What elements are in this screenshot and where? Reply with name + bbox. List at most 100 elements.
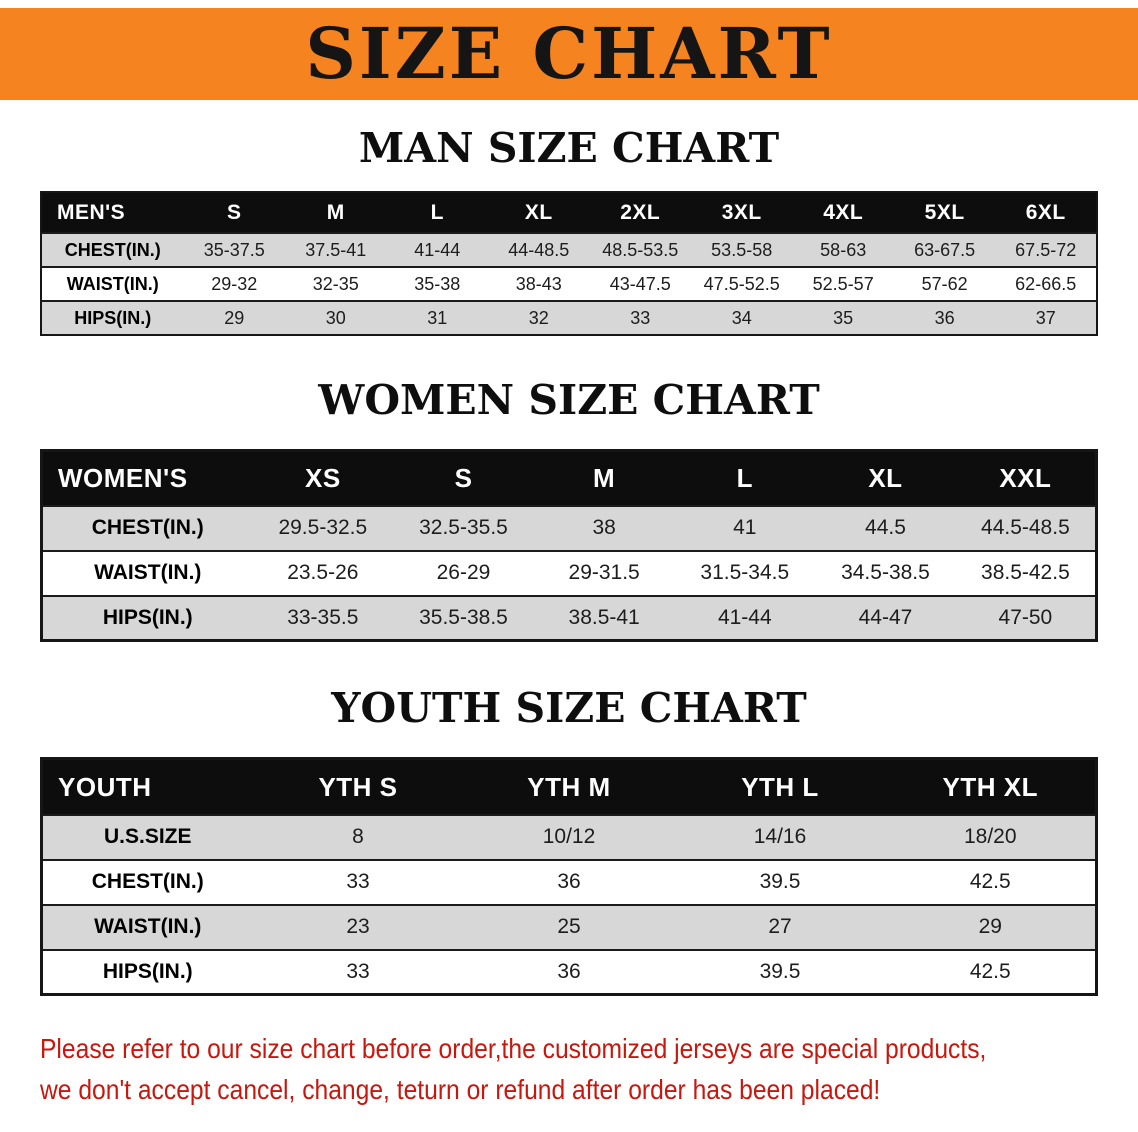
men-size-value: 37.5-41 xyxy=(285,233,387,268)
youth-size-value: 25 xyxy=(463,904,675,950)
women-section: WOMEN SIZE CHART WOMEN'S XS S M L XL XXL CHEST(… xyxy=(0,376,1138,643)
youth-table-row: U.S.SIZE 8 10/12 14/16 18/20 xyxy=(41,814,1097,860)
women-size-column-header: XS xyxy=(252,450,394,506)
youth-size-column-header: YTH XL xyxy=(885,758,1097,815)
women-size-value: 32.5-35.5 xyxy=(393,505,534,551)
women-size-column-header: L xyxy=(674,450,816,506)
women-size-value: 29-31.5 xyxy=(533,550,675,596)
men-size-value: 57-62 xyxy=(893,267,996,302)
youth-header-row: YOUTH YTH S YTH M YTH L YTH XL xyxy=(41,758,1097,815)
youth-size-table: YOUTH YTH S YTH M YTH L YTH XL U.S.SIZE 8 10/12… xyxy=(40,757,1098,997)
women-size-value: 38 xyxy=(533,505,675,551)
youth-size-value: 39.5 xyxy=(674,859,886,905)
women-header-row: WOMEN'S XS S M L XL XXL xyxy=(41,450,1097,506)
men-row-label: HIPS(IN.) xyxy=(41,301,184,336)
women-size-value: 35.5-38.5 xyxy=(393,595,534,641)
men-size-value: 30 xyxy=(285,301,387,336)
youth-size-column-header: YTH L xyxy=(674,758,886,815)
men-size-value: 32-35 xyxy=(285,267,387,302)
women-section-heading: WOMEN SIZE CHART xyxy=(318,376,820,425)
men-size-column-header: M xyxy=(285,192,387,234)
youth-row-label: HIPS(IN.) xyxy=(41,949,253,995)
women-table-row: WAIST(IN.) 23.5-26 26-29 29-31.5 31.5-34.5 34… xyxy=(41,550,1097,596)
women-size-column-header: M xyxy=(533,450,675,506)
men-size-value: 47.5-52.5 xyxy=(690,267,793,302)
youth-size-value: 8 xyxy=(252,814,464,860)
youth-row-label: CHEST(IN.) xyxy=(41,859,253,905)
women-size-column-header: XXL xyxy=(955,450,1097,506)
women-table-corner-label: WOMEN'S xyxy=(41,450,253,506)
women-size-value: 29.5-32.5 xyxy=(252,505,394,551)
men-size-column-header: 5XL xyxy=(893,192,996,234)
men-size-value: 67.5-72 xyxy=(995,233,1097,268)
youth-size-value: 27 xyxy=(674,904,886,950)
men-size-column-header: 3XL xyxy=(690,192,793,234)
women-size-column-header: XL xyxy=(815,450,956,506)
men-size-column-header: XL xyxy=(488,192,590,234)
women-table-row: CHEST(IN.) 29.5-32.5 32.5-35.5 38 41 44.5 44.5… xyxy=(41,505,1097,551)
youth-table-row: CHEST(IN.) 33 36 39.5 42.5 xyxy=(41,859,1097,905)
men-table-row: CHEST(IN.) 35-37.5 37.5-41 41-44 44-48.5 48.5… xyxy=(41,233,1097,268)
men-size-value: 34 xyxy=(690,301,793,336)
men-size-value: 29 xyxy=(183,301,286,336)
women-size-column-header: S xyxy=(393,450,534,506)
notice-line-2: we don't accept cancel, change, teturn o… xyxy=(40,1074,881,1106)
men-size-value: 41-44 xyxy=(386,233,488,268)
women-row-label: CHEST(IN.) xyxy=(41,505,253,551)
youth-size-column-header: YTH M xyxy=(463,758,675,815)
youth-section-heading: YOUTH SIZE CHART xyxy=(331,684,807,733)
men-size-value: 31 xyxy=(386,301,488,336)
youth-size-value: 29 xyxy=(885,904,1097,950)
women-size-value: 47-50 xyxy=(955,595,1097,641)
youth-size-value: 33 xyxy=(252,859,464,905)
youth-size-column-header: YTH S xyxy=(252,758,464,815)
men-size-value: 58-63 xyxy=(792,233,894,268)
women-size-table: WOMEN'S XS S M L XL XXL CHEST(IN.) 29.5-32.5 32.5… xyxy=(40,449,1098,643)
men-size-value: 48.5-53.5 xyxy=(589,233,691,268)
women-size-value: 44.5-48.5 xyxy=(955,505,1097,551)
women-size-value: 44-47 xyxy=(815,595,956,641)
women-size-value: 33-35.5 xyxy=(252,595,394,641)
youth-size-value: 36 xyxy=(463,949,675,995)
men-row-label: WAIST(IN.) xyxy=(41,267,184,302)
notice-line-1: Please refer to our size chart before or… xyxy=(40,1033,987,1065)
youth-section: YOUTH SIZE CHART YOUTH YTH S YTH M YTH L YTH… xyxy=(0,684,1138,997)
youth-size-value: 18/20 xyxy=(885,814,1097,860)
men-size-value: 52.5-57 xyxy=(792,267,894,302)
men-row-label: CHEST(IN.) xyxy=(41,233,184,268)
men-size-value: 33 xyxy=(589,301,691,336)
men-size-column-header: 4XL xyxy=(792,192,894,234)
men-size-value: 35-38 xyxy=(386,267,488,302)
men-size-value: 32 xyxy=(488,301,590,336)
men-size-value: 37 xyxy=(995,301,1097,336)
youth-table-corner-label: YOUTH xyxy=(41,758,253,815)
youth-size-value: 42.5 xyxy=(885,859,1097,905)
men-header-row: MEN'S S M L XL 2XL 3XL 4XL 5XL 6XL xyxy=(41,192,1097,234)
men-size-value: 35 xyxy=(792,301,894,336)
men-size-value: 62-66.5 xyxy=(995,267,1097,302)
youth-table-row: HIPS(IN.) 33 36 39.5 42.5 xyxy=(41,949,1097,995)
youth-row-label: WAIST(IN.) xyxy=(41,904,253,950)
women-size-value: 41 xyxy=(674,505,816,551)
men-size-table: MEN'S S M L XL 2XL 3XL 4XL 5XL 6XL CHEST(IN.) 35-37… xyxy=(40,191,1098,337)
men-size-value: 38-43 xyxy=(488,267,590,302)
men-size-column-header: 2XL xyxy=(589,192,691,234)
women-size-value: 26-29 xyxy=(393,550,534,596)
women-size-value: 23.5-26 xyxy=(252,550,394,596)
size-chart-banner: SIZE CHART xyxy=(0,8,1138,100)
men-size-value: 43-47.5 xyxy=(589,267,691,302)
men-table-corner-label: MEN'S xyxy=(41,192,184,234)
youth-size-value: 10/12 xyxy=(463,814,675,860)
youth-size-value: 14/16 xyxy=(674,814,886,860)
women-size-value: 38.5-42.5 xyxy=(955,550,1097,596)
order-notice: Please refer to our size chart before or… xyxy=(40,1028,1138,1110)
women-table-row: HIPS(IN.) 33-35.5 35.5-38.5 38.5-41 41-44 44-… xyxy=(41,595,1097,641)
youth-size-value: 36 xyxy=(463,859,675,905)
women-size-value: 41-44 xyxy=(674,595,816,641)
women-row-label: WAIST(IN.) xyxy=(41,550,253,596)
men-size-column-header: S xyxy=(183,192,286,234)
youth-size-value: 23 xyxy=(252,904,464,950)
youth-row-label: U.S.SIZE xyxy=(41,814,253,860)
women-size-value: 31.5-34.5 xyxy=(674,550,816,596)
